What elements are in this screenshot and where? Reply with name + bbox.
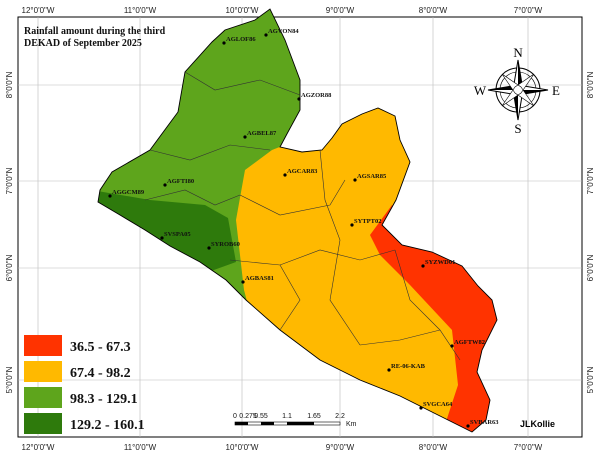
longitude-label: 9°0'0"W <box>326 6 355 15</box>
title-line: Rainfall amount during the third <box>24 26 166 37</box>
latitude-label: 6°0'0"N <box>5 254 14 281</box>
longitude-label: 8°0'0"W <box>419 443 448 452</box>
latitude-label: 8°0'0"N <box>586 71 595 98</box>
title-line: DEKAD of September 2025 <box>24 38 142 49</box>
station-marker <box>466 424 470 428</box>
scale-label: 0.275 <box>239 413 257 420</box>
legend-label: 129.2 - 160.1 <box>70 418 145 433</box>
longitude-label: 12°0'0"W <box>22 443 55 452</box>
station-label: SVBAR63 <box>470 419 499 426</box>
legend-label: 98.3 - 129.1 <box>70 392 138 407</box>
station-label: RE-06-KAB <box>391 363 426 370</box>
stations: AGLOF86 AGVON84 AGZOR88 AGBEL87 AGCAR83 AGSAR… <box>108 28 499 428</box>
station-label: SVGCA64 <box>423 401 453 408</box>
station-marker <box>283 173 287 177</box>
scale-label: 0 <box>233 413 237 420</box>
station-marker <box>222 41 226 45</box>
station-label: AGLOF86 <box>226 36 256 43</box>
legend-swatch <box>24 413 62 434</box>
station-label: SYTPT02 <box>354 218 381 225</box>
station-label: AGSAR85 <box>357 173 387 180</box>
station-marker <box>243 135 247 139</box>
latitude-label: 5°0'0"N <box>586 366 595 393</box>
station-marker <box>297 97 301 101</box>
longitude-label: 8°0'0"W <box>419 6 448 15</box>
longitude-label: 10°0'0"W <box>226 6 259 15</box>
station-label: AGFTW82 <box>454 339 485 346</box>
legend-swatch <box>24 387 62 408</box>
latitude-label: 5°0'0"N <box>5 366 14 393</box>
longitude-label: 10°0'0"W <box>226 443 259 452</box>
station-marker <box>387 368 391 372</box>
longitude-label: 11°0'0"W <box>124 6 157 15</box>
scale-label: 1.1 <box>282 413 292 420</box>
legend-swatch <box>24 335 62 356</box>
district-boundaries <box>97 8 498 433</box>
station-label: AGBEL87 <box>247 130 277 137</box>
latitude-label: 7°0'0"N <box>5 167 14 194</box>
station-label: AGFTI80 <box>167 178 194 185</box>
compass-rose: N S E W <box>474 45 560 136</box>
longitude-label: 11°0'0"W <box>124 443 157 452</box>
station-label: AGCAR83 <box>287 168 318 175</box>
station-label: SYROB60 <box>211 241 240 248</box>
station-marker <box>160 236 164 240</box>
station-label: AGVON84 <box>268 28 299 35</box>
compass-south: S <box>514 121 521 136</box>
scale-label: 1.65 <box>307 413 321 420</box>
station-marker <box>163 183 167 187</box>
station-label: AGBAS81 <box>245 275 274 282</box>
station-marker <box>450 344 454 348</box>
latitude-label: 7°0'0"N <box>586 167 595 194</box>
station-label: SVSPA05 <box>164 231 191 238</box>
station-marker <box>353 178 357 182</box>
legend-label: 67.4 - 98.2 <box>70 366 131 381</box>
compass-north: N <box>513 45 523 60</box>
compass-east: E <box>552 83 560 98</box>
station-marker <box>350 223 354 227</box>
legend: 36.5 - 67.3 67.4 - 98.2 98.3 - 129.1 129.2 … <box>24 335 145 434</box>
author: JLKollie <box>520 419 555 429</box>
compass-west: W <box>474 83 487 98</box>
longitude-label: 12°0'0"W <box>22 6 55 15</box>
station-marker <box>264 33 268 37</box>
station-marker <box>108 194 112 198</box>
longitude-label: 7°0'0"W <box>514 6 543 15</box>
legend-label: 36.5 - 67.3 <box>70 340 131 355</box>
scale-unit: Km <box>346 421 357 428</box>
scale-label: 2.2 <box>335 413 345 420</box>
longitude-label: 7°0'0"W <box>514 443 543 452</box>
station-marker <box>241 280 245 284</box>
station-label: AGGCM89 <box>112 189 145 196</box>
scale-label: 0.55 <box>254 413 268 420</box>
station-label: SYZWD01 <box>425 259 455 266</box>
station-marker <box>421 264 425 268</box>
legend-swatch <box>24 361 62 382</box>
latitude-label: 6°0'0"N <box>586 254 595 281</box>
station-marker <box>207 246 211 250</box>
latitude-label: 8°0'0"N <box>5 71 14 98</box>
station-marker <box>419 406 423 410</box>
longitude-label: 9°0'0"W <box>326 443 355 452</box>
station-label: AGZOR88 <box>301 92 332 99</box>
